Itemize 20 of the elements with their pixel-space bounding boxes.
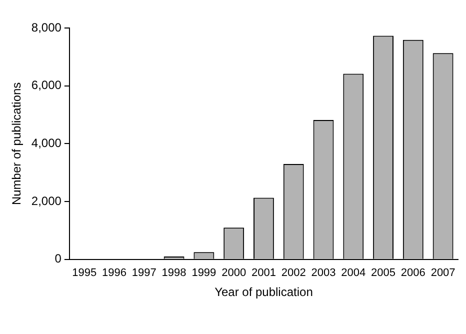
y-tick-label: 8,000 — [31, 20, 62, 34]
x-tick-label: 1997 — [132, 267, 156, 280]
x-tick-label: 2003 — [311, 267, 336, 280]
x-tick-label: 2000 — [222, 267, 246, 280]
x-tick-label: 2006 — [400, 267, 426, 280]
x-tick-label: 1998 — [162, 267, 186, 280]
y-tick-label: 0 — [54, 252, 62, 266]
x-tick-label: 2001 — [251, 267, 276, 280]
y-tick-label: 6,000 — [31, 78, 62, 92]
x-tick-label: 1996 — [102, 267, 127, 280]
y-tick-label: 2,000 — [31, 194, 62, 208]
x-tick-label: 2005 — [371, 267, 396, 280]
x-tick-label: 1995 — [72, 267, 97, 280]
y-axis-title: Number of publications — [10, 82, 24, 206]
x-tick-label: 1999 — [192, 267, 216, 280]
x-tick-label: 2007 — [430, 267, 456, 280]
x-axis-title: Year of publication — [214, 285, 313, 300]
y-tick-label: 4,000 — [31, 136, 62, 150]
x-tick-label: 2004 — [341, 267, 366, 280]
x-tick-label: 2002 — [281, 267, 306, 280]
